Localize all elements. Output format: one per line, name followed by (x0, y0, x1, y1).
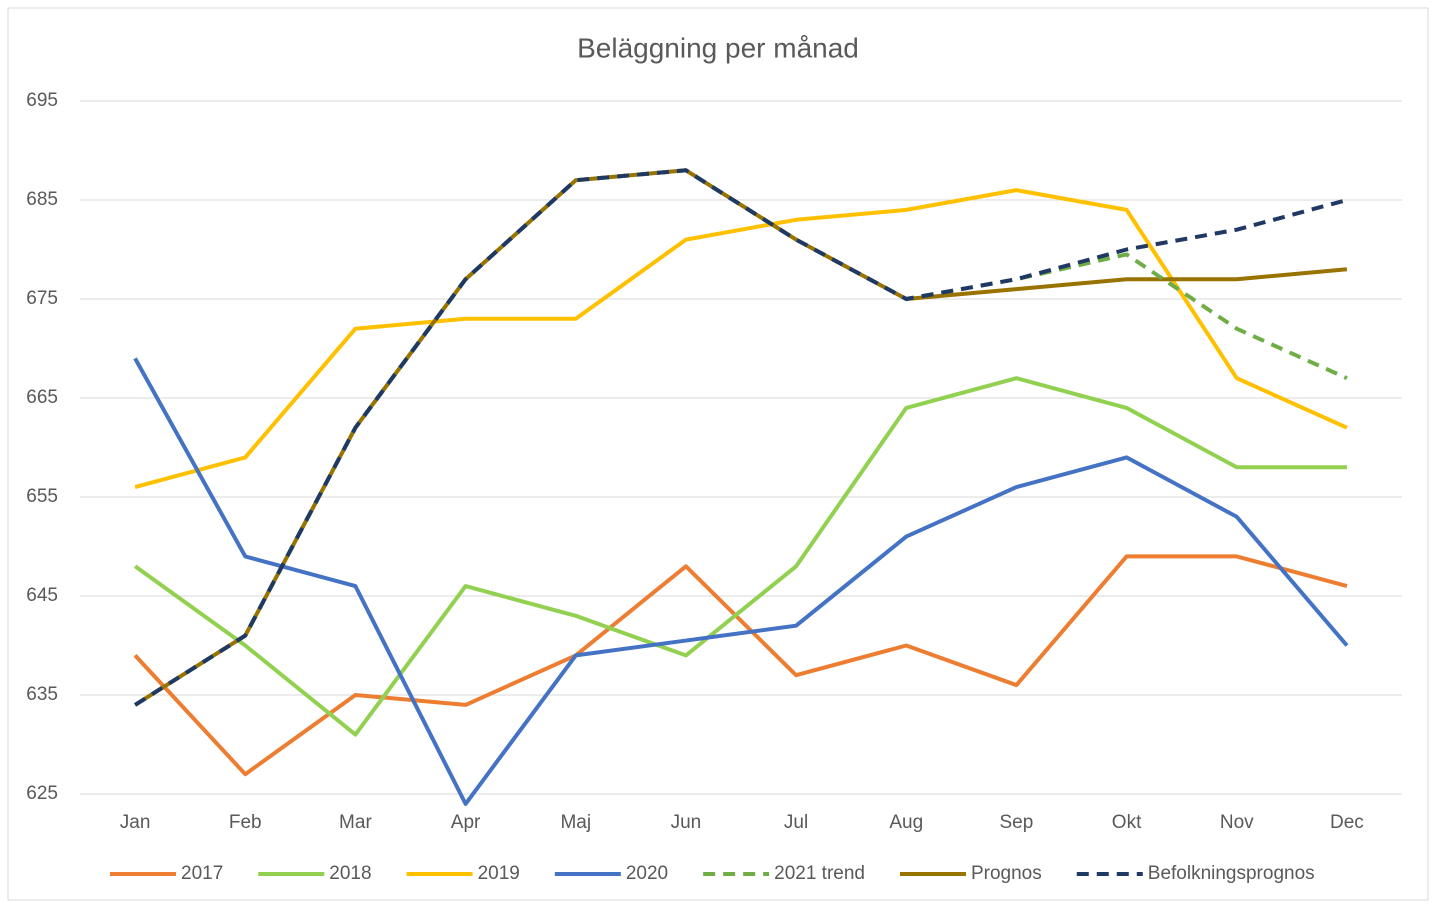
chart-title: Beläggning per månad (577, 32, 859, 63)
legend-label: 2021 trend (774, 863, 865, 884)
y-tick-label: 635 (26, 684, 58, 705)
legend-label: 2020 (626, 863, 668, 884)
x-tick-label: Maj (560, 812, 591, 833)
y-tick-label: 655 (26, 486, 58, 507)
series-line (133, 357, 1349, 806)
chart-border (7, 7, 1429, 901)
series-line (134, 188, 1348, 490)
series-line (133, 376, 1347, 737)
y-tick-label: 645 (26, 585, 58, 606)
series-line (133, 554, 1348, 777)
x-tick-label: Okt (1112, 812, 1142, 833)
x-tick-label: Apr (451, 812, 481, 833)
legend-label: Prognos (971, 863, 1042, 884)
legend-label: 2017 (181, 863, 223, 884)
x-tick-label: Dec (1330, 812, 1364, 833)
legend-label: 2018 (329, 863, 371, 884)
x-tick-label: Sep (1000, 812, 1034, 833)
y-tick-label: 665 (26, 387, 58, 408)
y-tick-label: 695 (26, 90, 58, 111)
y-tick-label: 685 (26, 189, 58, 210)
x-tick-label: Jul (784, 812, 808, 833)
legend-label: Befolkningsprognos (1148, 863, 1315, 884)
x-tick-label: Jun (671, 812, 702, 833)
x-tick-label: Nov (1220, 812, 1254, 833)
y-tick-label: 625 (26, 783, 58, 804)
x-tick-label: Jan (120, 812, 151, 833)
series-line (134, 168, 1348, 707)
legend-label: 2019 (478, 863, 520, 884)
x-tick-label: Mar (339, 812, 372, 833)
x-tick-label: Aug (889, 812, 923, 833)
x-tick-label: Feb (229, 812, 262, 833)
y-tick-label: 675 (26, 288, 58, 309)
